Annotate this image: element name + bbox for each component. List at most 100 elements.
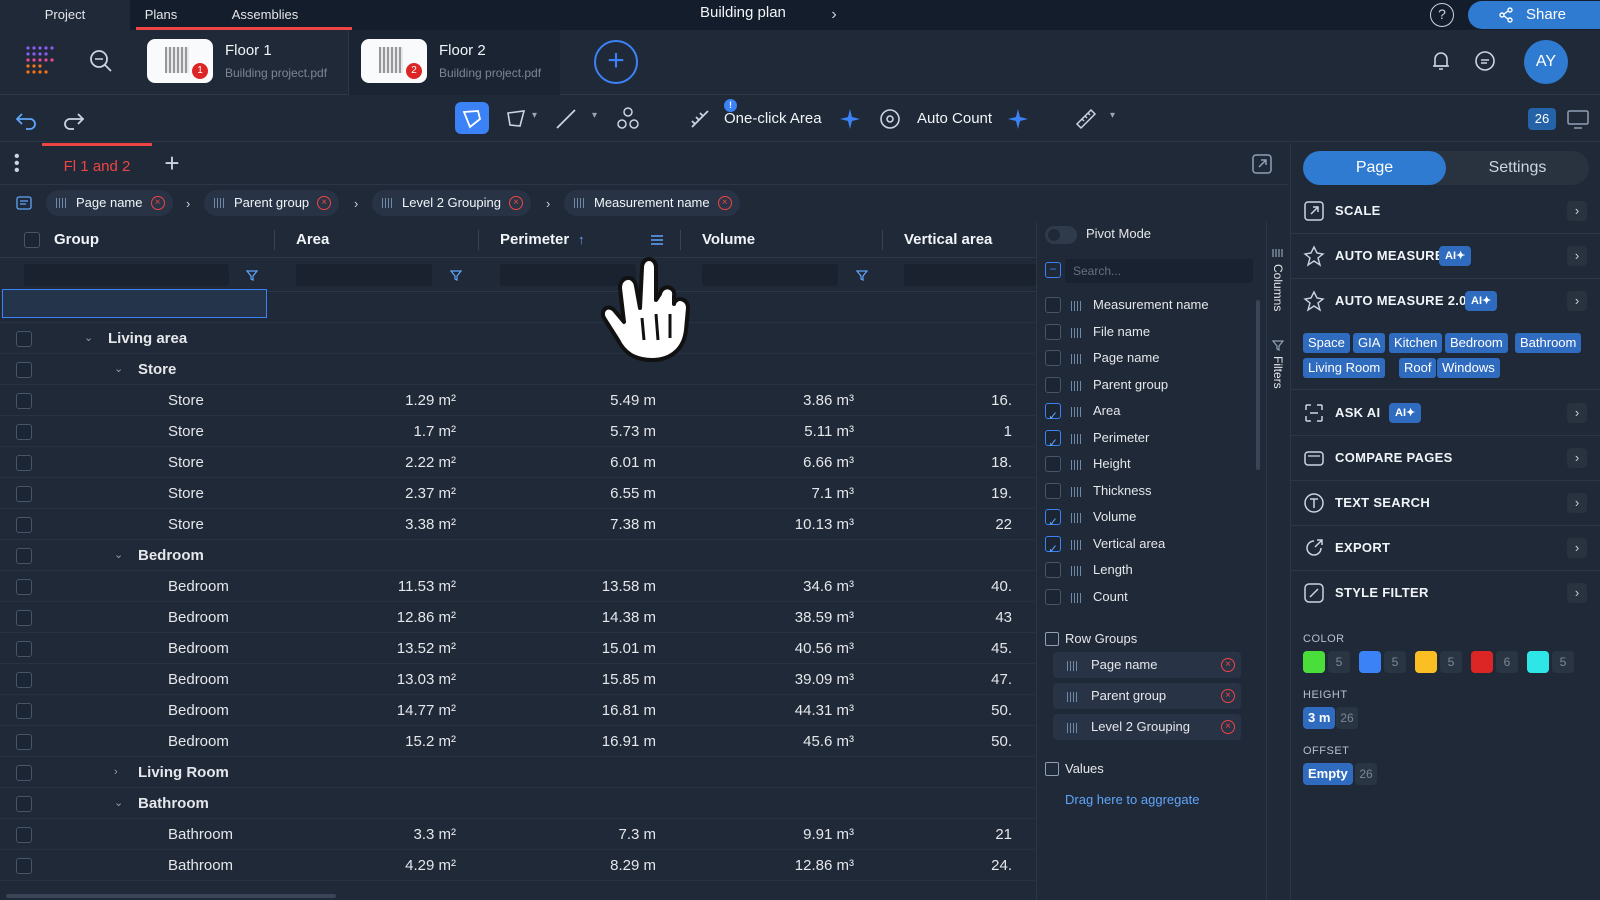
row-checkbox[interactable] (16, 579, 32, 595)
table-row[interactable]: Bedroom 12.86 m² 14.38 m 38.59 m³ 43 (0, 602, 1036, 633)
chevron-down-icon[interactable]: ▾ (532, 110, 538, 121)
row-checkbox[interactable] (16, 517, 32, 533)
drag-handle-icon[interactable] (1067, 692, 1079, 702)
area-filter-input[interactable] (296, 264, 432, 286)
table-row[interactable]: Bedroom 14.77 m² 16.81 m 44.31 m³ 50. (0, 695, 1036, 726)
column-toggle-item[interactable]: Length (1045, 557, 1245, 583)
column-checkbox[interactable] (1045, 535, 1061, 562)
sort-ascending-icon[interactable]: ↑ (578, 232, 585, 247)
drag-handle-icon[interactable] (1071, 407, 1083, 417)
row-checkbox[interactable] (16, 765, 32, 781)
row-checkbox[interactable] (16, 827, 32, 843)
line-tool-icon[interactable] (552, 105, 580, 133)
column-toggle-item[interactable]: File name (1045, 319, 1245, 345)
pivot-mode-toggle[interactable] (1045, 226, 1077, 244)
vertical-area-filter-input[interactable] (904, 264, 1036, 286)
auto-measure-tag[interactable]: Space (1303, 333, 1350, 353)
tab-page[interactable]: Page (1303, 151, 1446, 185)
drag-handle-icon[interactable] (1071, 433, 1083, 444)
filter-icon[interactable] (856, 270, 868, 281)
row-checkbox[interactable] (16, 610, 32, 626)
drag-handle-icon[interactable] (1071, 592, 1083, 603)
chevron-right-icon[interactable]: › (1567, 403, 1587, 423)
table-row[interactable]: Store 1.7 m² 5.73 m 5.11 m³ 1 (0, 416, 1036, 447)
perimeter-filter-input[interactable] (500, 264, 636, 286)
user-avatar[interactable]: AY (1524, 40, 1568, 84)
column-header-group[interactable]: Group (54, 231, 99, 248)
color-swatch[interactable] (1471, 651, 1493, 673)
group-chip-measurement-name[interactable]: Measurement name × (564, 190, 740, 216)
table-row[interactable]: Bathroom 3.3 m² 7.3 m 9.91 m³ 21 (0, 819, 1036, 850)
row-checkbox[interactable] (16, 858, 32, 874)
row-checkbox[interactable] (16, 796, 32, 812)
drag-handle-icon[interactable] (382, 198, 394, 208)
auto-measure-tag[interactable]: Roof (1399, 358, 1437, 378)
count-tool-icon[interactable] (614, 105, 642, 133)
tab-columns[interactable]: Columns (1271, 264, 1285, 312)
volume-filter-input[interactable] (702, 264, 838, 286)
column-checkbox[interactable] (1045, 376, 1061, 393)
column-checkbox[interactable] (1045, 323, 1061, 340)
column-header-vertical-area[interactable]: Vertical area (904, 231, 993, 248)
table-row[interactable]: Bathroom 4.29 m² 8.29 m 12.86 m³ 24. (0, 850, 1036, 881)
polygon-tool-icon[interactable] (458, 105, 486, 133)
chevron-right-icon[interactable]: › (1567, 493, 1587, 513)
column-toggle-item[interactable]: Measurement name (1045, 292, 1245, 318)
document-title[interactable]: Building plan (700, 4, 786, 21)
tab-project[interactable]: Project (0, 0, 130, 30)
expand-icon[interactable] (1250, 152, 1274, 176)
color-swatch[interactable] (1527, 651, 1549, 673)
column-header-volume[interactable]: Volume (702, 231, 756, 248)
share-button[interactable]: Share (1468, 1, 1600, 29)
filter-icon[interactable] (246, 270, 258, 281)
column-toggle-item[interactable]: Page name (1045, 345, 1245, 371)
group-row[interactable]: › Living Room (0, 757, 1036, 788)
row-checkbox[interactable] (16, 734, 32, 750)
table-row[interactable]: Store 1.29 m² 5.49 m 3.86 m³ 16. (0, 385, 1036, 416)
group-row[interactable]: ⌄ Living area (0, 323, 1036, 354)
column-toggle-item[interactable]: Thickness (1045, 478, 1245, 504)
horizontal-scrollbar[interactable] (6, 894, 336, 898)
table-row[interactable]: Store 2.22 m² 6.01 m 6.66 m³ 18. (0, 447, 1036, 478)
column-search-input[interactable]: Search... (1065, 259, 1253, 283)
file-card-floor-2[interactable]: 2 Floor 2 Building project.pdf (348, 30, 560, 95)
drag-handle-icon[interactable] (56, 198, 68, 208)
row-group-item[interactable]: Parent group × (1053, 683, 1241, 709)
chevron-right-icon[interactable]: › (114, 766, 118, 778)
comments-icon[interactable] (1472, 48, 1498, 74)
drag-handle-icon[interactable] (1071, 539, 1083, 550)
chevron-right-icon[interactable]: › (1567, 538, 1587, 558)
drag-handle-icon[interactable] (214, 198, 226, 208)
column-toggle-item[interactable]: Perimeter (1045, 425, 1245, 456)
drag-handle-icon[interactable] (1071, 486, 1083, 497)
compare-pages-item[interactable]: COMPARE PAGES › (1291, 436, 1600, 481)
group-row[interactable]: ⌄ Bedroom (0, 540, 1036, 571)
bell-icon[interactable] (1428, 48, 1454, 74)
tab-plans[interactable]: Plans (144, 7, 178, 22)
column-checkbox[interactable] (1045, 562, 1061, 578)
column-checkbox[interactable] (1045, 456, 1061, 472)
row-checkbox[interactable] (16, 548, 32, 564)
help-icon[interactable]: ? (1430, 3, 1454, 27)
sheet-tab-fl-1-and-2[interactable]: Fl 1 and 2 (42, 143, 152, 185)
tab-settings[interactable]: Settings (1488, 159, 1547, 176)
remove-icon[interactable]: × (1221, 658, 1235, 672)
toggle-all-columns-checkbox[interactable]: − (1045, 262, 1061, 278)
group-chip-level-2-grouping[interactable]: Level 2 Grouping × (372, 190, 532, 216)
chevron-down-icon[interactable]: ⌄ (114, 797, 124, 809)
auto-measure-tag[interactable]: Bathroom (1515, 333, 1582, 353)
chevron-right-icon[interactable]: › (1567, 201, 1587, 221)
tab-assemblies[interactable]: Assemblies (231, 7, 299, 22)
column-checkbox[interactable] (1045, 297, 1061, 313)
values-drop-zone[interactable]: Drag here to aggregate (1065, 792, 1200, 807)
drag-handle-icon[interactable] (1071, 513, 1083, 523)
scale-item[interactable]: SCALE › (1291, 189, 1600, 234)
height-value[interactable]: 3 m (1303, 707, 1336, 729)
auto-measure-tag[interactable]: Bedroom (1445, 333, 1508, 353)
remove-icon[interactable]: × (150, 196, 165, 210)
add-file-button[interactable]: + (594, 40, 638, 84)
drag-handle-icon[interactable] (1071, 354, 1083, 364)
chevron-down-icon[interactable]: ⌄ (114, 363, 124, 375)
group-row[interactable]: ⌄ Bathroom (0, 788, 1036, 819)
auto-count-label[interactable]: Auto Count (917, 110, 993, 127)
